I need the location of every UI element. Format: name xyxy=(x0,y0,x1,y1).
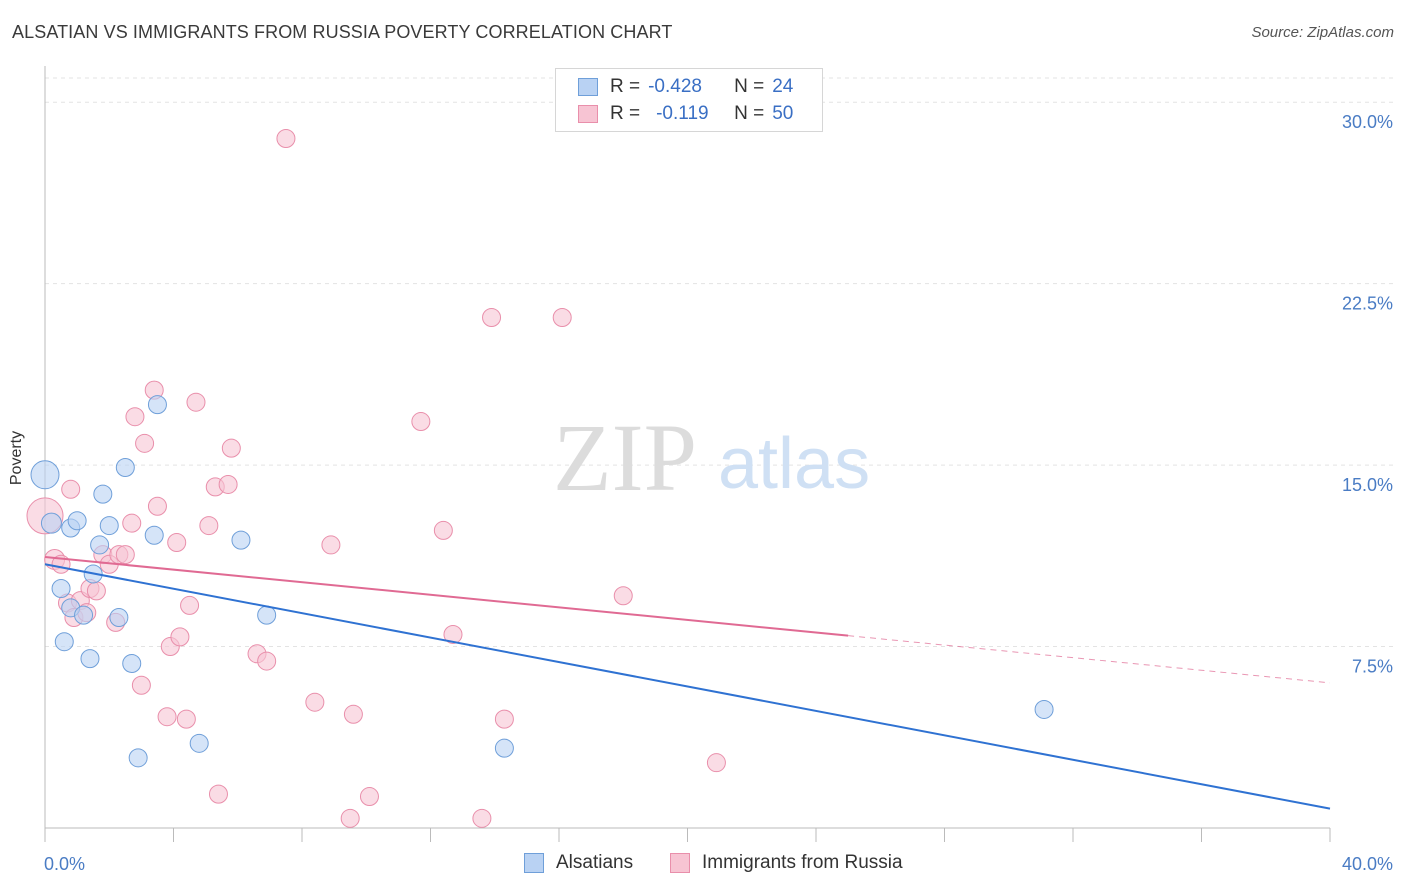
scatter-chart: ZIP atlas 7.5%15.0%22.5%30.0%0.0% 40.0% xyxy=(0,0,1406,892)
legend-swatch-immigrants xyxy=(670,853,690,873)
data-point-immigrants xyxy=(553,309,571,327)
watermark-atlas: atlas xyxy=(718,424,870,504)
y-tick-label: 22.5% xyxy=(1342,294,1393,314)
data-point-immigrants xyxy=(434,521,452,539)
data-point-alsatians xyxy=(31,461,59,489)
data-point-immigrants xyxy=(306,693,324,711)
data-point-alsatians xyxy=(110,609,128,627)
data-point-alsatians xyxy=(129,749,147,767)
data-point-immigrants xyxy=(614,587,632,605)
trend-line-immigrants-extension xyxy=(848,636,1330,683)
data-point-alsatians xyxy=(75,606,93,624)
data-point-immigrants xyxy=(322,536,340,554)
legend-swatch-alsatians xyxy=(524,853,544,873)
data-point-immigrants xyxy=(707,754,725,772)
data-point-immigrants xyxy=(200,517,218,535)
legend-n-value: 50 xyxy=(772,103,793,125)
legend-r-value: -0.119 xyxy=(656,103,724,125)
trend-line-immigrants xyxy=(45,557,848,636)
data-point-alsatians xyxy=(145,526,163,544)
data-point-immigrants xyxy=(123,514,141,532)
legend-swatch-pink xyxy=(578,105,598,123)
data-point-alsatians xyxy=(81,650,99,668)
legend-r-value: -0.428 xyxy=(648,76,724,98)
data-point-immigrants xyxy=(132,676,150,694)
legend-r-label: R = xyxy=(610,103,640,125)
legend-row-immigrants: R = -0.119 N = 50 xyxy=(578,102,793,126)
data-point-alsatians xyxy=(55,633,73,651)
series-legend: Alsatians Immigrants from Russia xyxy=(0,852,1406,878)
data-point-immigrants xyxy=(412,413,430,431)
legend-n-label: N = xyxy=(734,76,764,98)
y-tick-label: 15.0% xyxy=(1342,475,1393,495)
data-point-alsatians xyxy=(94,485,112,503)
data-point-immigrants xyxy=(209,785,227,803)
y-tick-label: 30.0% xyxy=(1342,112,1393,132)
data-point-alsatians xyxy=(52,579,70,597)
data-point-immigrants xyxy=(360,788,378,806)
trend-line-alsatians xyxy=(45,564,1330,808)
legend-swatch-blue xyxy=(578,78,598,96)
data-point-alsatians xyxy=(232,531,250,549)
legend-r-label: R = xyxy=(610,76,640,98)
data-point-immigrants xyxy=(136,434,154,452)
data-point-immigrants xyxy=(473,809,491,827)
data-point-immigrants xyxy=(168,534,186,552)
legend-item-immigrants[interactable]: Immigrants from Russia xyxy=(670,852,903,874)
data-point-immigrants xyxy=(495,710,513,728)
data-point-alsatians xyxy=(1035,700,1053,718)
data-point-immigrants xyxy=(158,708,176,726)
data-point-alsatians xyxy=(190,734,208,752)
y-tick-label: 7.5% xyxy=(1352,657,1393,677)
data-point-alsatians xyxy=(495,739,513,757)
watermark-zip: ZIP xyxy=(553,404,697,511)
trend-lines xyxy=(45,557,1330,809)
data-point-immigrants xyxy=(126,408,144,426)
data-point-immigrants xyxy=(116,546,134,564)
data-point-immigrants xyxy=(483,309,501,327)
data-point-immigrants xyxy=(258,652,276,670)
data-point-immigrants xyxy=(62,480,80,498)
data-point-immigrants xyxy=(277,129,295,147)
data-point-immigrants xyxy=(177,710,195,728)
data-point-alsatians xyxy=(91,536,109,554)
data-point-alsatians xyxy=(258,606,276,624)
data-point-alsatians xyxy=(116,459,134,477)
correlation-legend: R = -0.428 N = 24 R = -0.119 N = 50 xyxy=(555,68,823,132)
legend-n-label: N = xyxy=(734,103,764,125)
data-point-immigrants xyxy=(148,497,166,515)
gridlines xyxy=(45,78,1394,647)
data-point-alsatians xyxy=(148,396,166,414)
data-point-immigrants xyxy=(341,809,359,827)
watermark: ZIP atlas xyxy=(553,404,870,511)
legend-row-alsatians: R = -0.428 N = 24 xyxy=(578,75,793,99)
legend-label-immigrants: Immigrants from Russia xyxy=(702,852,903,874)
legend-label-alsatians: Alsatians xyxy=(556,852,633,874)
data-point-alsatians xyxy=(123,654,141,672)
data-point-immigrants xyxy=(171,628,189,646)
data-point-alsatians xyxy=(100,517,118,535)
data-point-immigrants xyxy=(344,705,362,723)
legend-item-alsatians[interactable]: Alsatians xyxy=(524,852,633,874)
data-point-immigrants xyxy=(222,439,240,457)
data-point-immigrants xyxy=(181,596,199,614)
data-point-immigrants xyxy=(187,393,205,411)
data-point-immigrants xyxy=(219,475,237,493)
legend-n-value: 24 xyxy=(772,76,793,98)
data-point-alsatians xyxy=(68,512,86,530)
data-point-alsatians xyxy=(41,513,61,533)
data-point-immigrants xyxy=(87,582,105,600)
